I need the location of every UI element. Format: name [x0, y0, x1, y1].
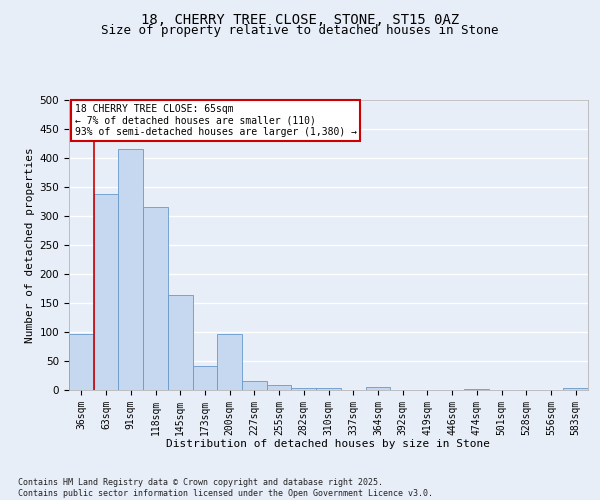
Bar — [267, 386, 292, 390]
Bar — [563, 388, 588, 390]
Bar — [118, 150, 143, 390]
Bar — [217, 334, 242, 390]
X-axis label: Distribution of detached houses by size in Stone: Distribution of detached houses by size … — [167, 439, 491, 449]
Text: Contains HM Land Registry data © Crown copyright and database right 2025.
Contai: Contains HM Land Registry data © Crown c… — [18, 478, 433, 498]
Bar — [292, 388, 316, 390]
Bar — [94, 194, 118, 390]
Bar — [193, 366, 217, 390]
Bar — [316, 388, 341, 390]
Bar — [168, 296, 193, 390]
Bar — [365, 386, 390, 390]
Bar — [464, 389, 489, 390]
Bar — [69, 334, 94, 390]
Bar — [242, 382, 267, 390]
Text: 18 CHERRY TREE CLOSE: 65sqm
← 7% of detached houses are smaller (110)
93% of sem: 18 CHERRY TREE CLOSE: 65sqm ← 7% of deta… — [74, 104, 356, 138]
Bar — [143, 208, 168, 390]
Text: Size of property relative to detached houses in Stone: Size of property relative to detached ho… — [101, 24, 499, 37]
Y-axis label: Number of detached properties: Number of detached properties — [25, 147, 35, 343]
Text: 18, CHERRY TREE CLOSE, STONE, ST15 0AZ: 18, CHERRY TREE CLOSE, STONE, ST15 0AZ — [141, 12, 459, 26]
